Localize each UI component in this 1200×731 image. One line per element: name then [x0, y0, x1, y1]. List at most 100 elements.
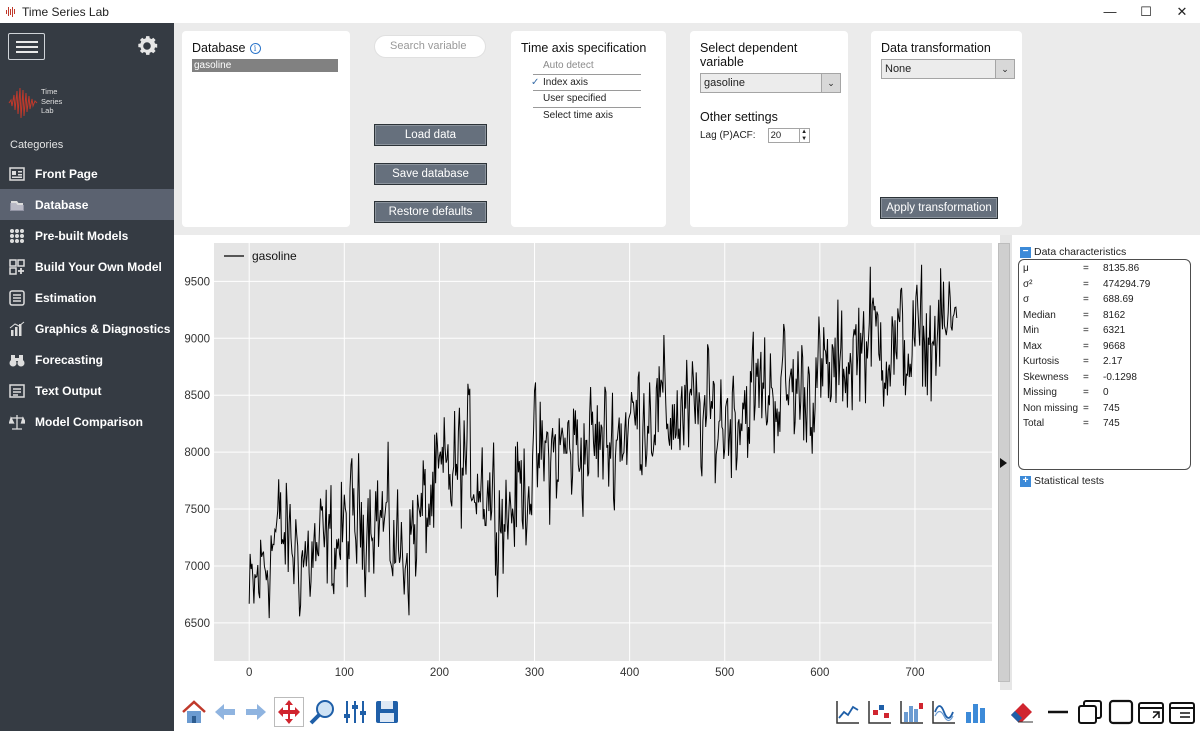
- time-series-chart[interactable]: 0 100 200 300 400 500 600 700 6500 7000 7500 8000 85…: [174, 235, 1000, 690]
- stats-panel: − Data characteristics μ = 8135.86 σ² = 47429…: [1012, 235, 1200, 690]
- sidebar-item-front-page[interactable]: Front Page: [0, 158, 174, 189]
- gear-icon[interactable]: [134, 33, 160, 59]
- statistical-tests-header[interactable]: + Statistical tests: [1020, 475, 1104, 487]
- stat-value: 688.69: [1103, 294, 1134, 305]
- dependent-variable-card: Select dependent variable gasoline ⌄ Oth…: [690, 31, 848, 227]
- minimize-window-button[interactable]: —: [1103, 4, 1117, 19]
- search-input[interactable]: Search variable: [374, 35, 486, 58]
- x-tick-label: 600: [810, 667, 829, 679]
- time-option-index-axis[interactable]: ✓ Index axis: [531, 75, 641, 91]
- menu-button[interactable]: [8, 33, 45, 60]
- transformation-select[interactable]: None ⌄: [881, 59, 1015, 79]
- stat-value: 9668: [1103, 340, 1126, 352]
- stat-value: 745: [1103, 418, 1120, 429]
- stat-row: σ = 688.69: [1023, 294, 1190, 310]
- sidebar-item-forecasting[interactable]: Forecasting: [0, 344, 174, 375]
- stat-key: σ: [1023, 294, 1030, 305]
- sidebar-item-graphics-diagnostics[interactable]: Graphics & Diagnostics: [0, 313, 174, 344]
- database-card: Database i gasoline: [182, 31, 350, 227]
- sidebar-item-text-output[interactable]: Text Output: [0, 375, 174, 406]
- restore-defaults-button[interactable]: Restore defaults: [374, 201, 487, 223]
- dependent-variable-select[interactable]: gasoline ⌄: [700, 73, 841, 93]
- plot-area: 0 100 200 300 400 500 600 700 6500 7000 7500 8000 85…: [174, 235, 1000, 690]
- series-line-gasoline: [248, 264, 958, 619]
- app-logo-icon: [6, 6, 16, 17]
- title-bar: Time Series Lab — ☐ ✕: [0, 0, 1200, 23]
- histogram-icon[interactable]: [898, 698, 926, 726]
- stat-row: σ² = 474294.79: [1023, 279, 1190, 295]
- maximize-icon[interactable]: [1107, 698, 1135, 726]
- stat-key: Total: [1023, 418, 1045, 429]
- spin-arrows-icon[interactable]: ▲ ▼: [798, 129, 809, 142]
- database-icon: [10, 200, 24, 211]
- sidebar-item-pre-built-models[interactable]: Pre-built Models: [0, 220, 174, 251]
- zoom-icon[interactable]: [308, 698, 336, 726]
- maximize-window-button[interactable]: ☐: [1140, 3, 1152, 19]
- database-title: Database: [192, 41, 246, 55]
- close-window-icon[interactable]: [1168, 698, 1196, 726]
- stat-equals: =: [1083, 418, 1089, 429]
- collapse-icon: −: [1020, 246, 1031, 258]
- load-data-button[interactable]: Load data: [374, 124, 487, 146]
- lag-spinbox[interactable]: 20 ▲ ▼: [767, 128, 810, 143]
- sidebar-item-database[interactable]: Database: [0, 189, 174, 220]
- stat-value: 474294.79: [1103, 278, 1151, 290]
- stat-row: μ = 8135.86: [1023, 263, 1190, 279]
- restore-window-icon[interactable]: [1137, 698, 1165, 726]
- sliders-icon[interactable]: [341, 698, 369, 726]
- collapse-arrow-icon[interactable]: [1000, 458, 1007, 468]
- bar-chart-icon: [9, 321, 25, 336]
- stat-key: σ²: [1023, 278, 1033, 290]
- apply-transformation-button[interactable]: Apply transformation: [880, 197, 998, 219]
- stat-row: Min = 6321: [1023, 325, 1190, 341]
- stat-row: Max = 9668: [1023, 341, 1190, 357]
- time-option-auto-detect[interactable]: Auto detect: [533, 58, 641, 75]
- build-model-icon: [9, 258, 25, 275]
- time-option-user-specified[interactable]: User specified: [533, 91, 641, 108]
- bar-plot-icon[interactable]: [962, 698, 990, 726]
- home-icon[interactable]: [180, 698, 208, 726]
- y-tick-label: 9000: [184, 333, 210, 345]
- database-item-gasoline[interactable]: gasoline: [192, 59, 338, 72]
- stat-value: 2.17: [1103, 356, 1123, 367]
- time-option-select-time-axis[interactable]: Select time axis: [543, 109, 614, 121]
- stat-equals: =: [1083, 263, 1089, 274]
- back-arrow-icon[interactable]: [211, 698, 239, 726]
- line-plot-icon[interactable]: [834, 698, 862, 726]
- scatter-plot-icon[interactable]: [866, 698, 894, 726]
- legend-label: gasoline: [252, 249, 297, 263]
- eraser-icon[interactable]: [1008, 698, 1036, 726]
- stat-equals: =: [1083, 402, 1089, 414]
- bottom-toolbar: [174, 690, 1200, 731]
- sidebar-item-model-comparison[interactable]: Model Comparison: [0, 406, 174, 437]
- dependent-variable-title: Select dependent variable: [700, 41, 798, 69]
- stat-key: Non missing: [1023, 402, 1079, 414]
- x-tick-label: 100: [335, 667, 354, 679]
- data-characteristics-box: μ = 8135.86 σ² = 474294.79 σ = 688.69 Median = 8162…: [1018, 259, 1191, 470]
- x-tick-label: 500: [715, 667, 734, 679]
- close-window-button[interactable]: ✕: [1176, 3, 1188, 19]
- database-panel: Database i gasoline Search variable Load…: [174, 23, 1200, 235]
- front-page-icon: [9, 166, 25, 181]
- stat-value: 0: [1103, 387, 1109, 398]
- time-axis-card: Time axis specification Auto detect ✓ Ind…: [511, 31, 666, 227]
- cascade-icon[interactable]: [1076, 698, 1104, 726]
- spectrum-icon[interactable]: [930, 698, 958, 726]
- info-icon[interactable]: i: [249, 42, 261, 54]
- stat-row: Kurtosis = 2.17: [1023, 356, 1190, 372]
- grid-icon: [10, 228, 24, 243]
- scales-icon: [9, 414, 25, 430]
- stat-row: Total = 745: [1023, 418, 1190, 434]
- pan-icon[interactable]: [274, 697, 304, 727]
- sidebar-item-build-your-own-model[interactable]: Build Your Own Model: [0, 251, 174, 282]
- other-settings-title: Other settings: [700, 110, 778, 124]
- data-characteristics-header[interactable]: − Data characteristics: [1020, 246, 1126, 258]
- text-output-icon: [9, 383, 25, 398]
- save-icon[interactable]: [373, 698, 401, 726]
- minimize-icon[interactable]: [1044, 698, 1072, 726]
- save-database-button[interactable]: Save database: [374, 163, 487, 185]
- x-tick-label: 200: [430, 667, 449, 679]
- forward-arrow-icon[interactable]: [242, 698, 270, 726]
- sidebar-item-estimation[interactable]: Estimation: [0, 282, 174, 313]
- stat-key: Kurtosis: [1023, 356, 1060, 367]
